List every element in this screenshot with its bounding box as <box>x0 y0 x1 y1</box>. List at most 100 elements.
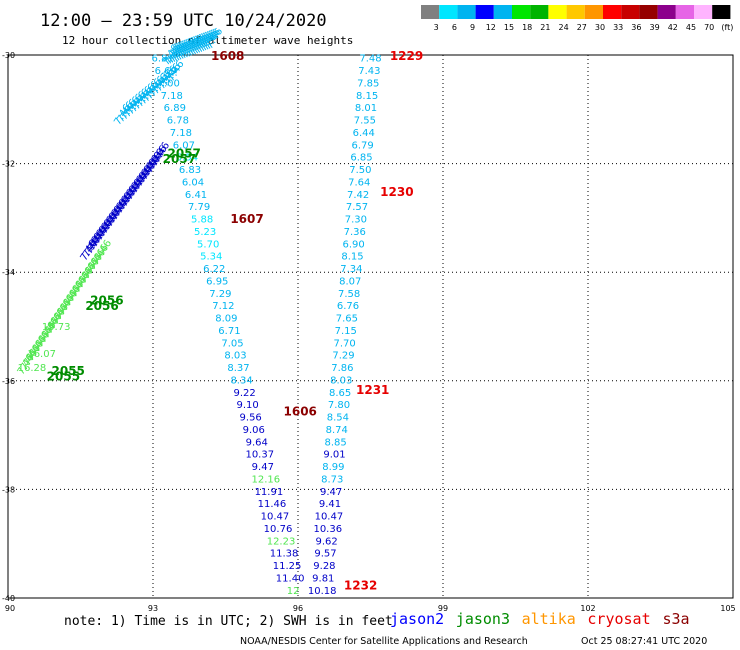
legend-label: 42 <box>668 23 678 32</box>
y-tick-label: -34 <box>2 268 15 277</box>
wave-height-value: 7.36 <box>344 227 366 238</box>
wave-height-value: 7.00 <box>158 78 180 89</box>
wave-height-value: 5.23 <box>194 227 216 238</box>
color-legend: 3 6 9 12 15 18 21 24 27 30 33 36 39 42 45 70 (ft) <box>421 5 733 32</box>
legend-swatch <box>657 5 676 19</box>
pass-time-label: 2057 <box>168 147 201 161</box>
wave-height-value: 7.29 <box>209 289 231 300</box>
legend-swatch <box>694 5 713 19</box>
legend-swatch <box>512 5 531 19</box>
wave-height-value: 8.74 <box>326 425 348 436</box>
legend-label: 3 <box>434 23 439 32</box>
wave-height-value: 12.23 <box>267 536 296 547</box>
legend-label: 45 <box>686 23 696 32</box>
wave-height-value: 7.29 <box>332 351 354 362</box>
wave-height-value: 7.57 <box>346 202 368 213</box>
legend-label: 12 <box>486 23 496 32</box>
wave-height-value: 6.07 <box>173 140 195 151</box>
x-tick-label: 96 <box>293 604 303 613</box>
wave-height-value: 10.47 <box>261 512 290 523</box>
wave-height-value: 11.25 <box>273 561 302 572</box>
wave-height-value: 8.03 <box>330 375 352 386</box>
wave-height-value: 5.54 <box>176 153 198 164</box>
wave-height-value: 8.54 <box>327 413 349 424</box>
legend-swatch <box>475 5 494 19</box>
wave-height-value: 11.46 <box>258 499 287 510</box>
wave-height-value: 5.70 <box>197 239 219 250</box>
wave-height-value: 15.73 <box>42 322 71 333</box>
pass-time-label: 2057 <box>163 152 196 166</box>
page-title: 12:00 — 23:59 UTC 10/24/2020 <box>40 11 327 31</box>
satellite-legend: jason2 jason3 altika cryosat s3a <box>390 610 690 628</box>
axis-ticks: 90 93 96 99 102 105 -30 -32 -34 -36 -38 -40 <box>2 51 736 613</box>
page-subtitle: 12 hour collection of altimeter wave hei… <box>62 34 353 47</box>
wave-height-value: 9.41 <box>319 499 341 510</box>
x-tick-label: 90 <box>5 604 15 613</box>
wave-height-value: 6.85 <box>350 153 372 164</box>
wave-height-value: 8.34 <box>230 375 252 386</box>
legend-label: 27 <box>577 23 587 32</box>
legend-swatch <box>439 5 458 19</box>
wave-height-value: 6.81 <box>152 54 174 65</box>
wave-height-value: 9.81 <box>312 573 334 584</box>
wave-height-value: 6.69 <box>155 66 177 77</box>
wave-height-value: 7.64 <box>348 177 370 188</box>
satellite-label-cryosat: cryosat <box>587 610 650 628</box>
wave-height-value: 7.50 <box>349 165 371 176</box>
map-grid <box>8 55 733 598</box>
wave-height-value: 8.15 <box>341 252 363 263</box>
wave-height-value: 7.34 <box>340 264 362 275</box>
legend-swatch <box>530 5 549 19</box>
legend-label: 9 <box>470 23 475 32</box>
pass-time-label: 1606 <box>284 405 317 419</box>
y-tick-label: -30 <box>2 51 15 60</box>
wave-height-tracks: 7.487.437.858.158.017.556.446.796.857.50… <box>152 54 382 597</box>
wave-height-value: 8.01 <box>355 103 377 114</box>
legend-swatch <box>603 5 622 19</box>
legend-label: 15 <box>504 23 514 32</box>
satellite-label-s3a: s3a <box>663 610 690 628</box>
legend-swatch <box>712 5 731 19</box>
legend-swatch <box>566 5 585 19</box>
wave-height-value: 9.01 <box>323 450 345 461</box>
wave-height-value: 10.36 <box>313 524 342 535</box>
wave-height-value: 10.76 <box>264 524 293 535</box>
wave-height-value: 7.12 <box>212 301 234 312</box>
pass-time-label: 2056 <box>85 299 118 313</box>
wave-height-value: 11.40 <box>276 573 305 584</box>
legend-swatch <box>421 5 440 19</box>
x-tick-label: 99 <box>438 604 448 613</box>
wave-height-value: 12.16 <box>252 474 281 485</box>
wave-height-value: 16.07 <box>27 349 56 360</box>
wave-height-value: 6.78 <box>167 116 189 127</box>
legend-swatch <box>548 5 567 19</box>
pass-time-label: 2055 <box>52 364 85 378</box>
wave-height-value: 7.86 <box>331 363 353 374</box>
pass-time-label: 1229 <box>390 49 423 63</box>
wave-height-value: 7.30 <box>345 215 367 226</box>
satellite-label-altika: altika <box>522 610 576 628</box>
legend-label: 70 <box>704 23 714 32</box>
wave-height-value: 9.64 <box>246 437 268 448</box>
legend-swatch <box>639 5 658 19</box>
legend-label: 24 <box>559 23 569 32</box>
wave-height-value: 7.80 <box>328 400 350 411</box>
wave-height-value: 7.48 <box>359 54 381 65</box>
wave-height-value: 5.88 <box>191 215 213 226</box>
wave-height-value: 6.41 <box>185 190 207 201</box>
wave-height-value: 7.79 <box>188 202 210 213</box>
wave-height-value: 16.28 <box>18 363 47 374</box>
legend-label: (ft) <box>721 23 733 32</box>
y-tick-label: -32 <box>2 160 15 169</box>
legend-label: 30 <box>595 23 605 32</box>
wave-height-value: 8.15 <box>356 91 378 102</box>
wave-height-value: 8.03 <box>224 351 246 362</box>
credit-text: NOAA/NESDIS Center for Satellite Applica… <box>240 636 528 647</box>
wave-height-value: 9.22 <box>233 388 255 399</box>
wave-height-value: 10.18 <box>308 586 337 597</box>
map-frame <box>7 54 734 599</box>
pass-time-label: 1230 <box>380 185 413 199</box>
pass-time-label: 1232 <box>344 578 377 592</box>
satellite-label-jason3: jason3 <box>456 610 510 628</box>
